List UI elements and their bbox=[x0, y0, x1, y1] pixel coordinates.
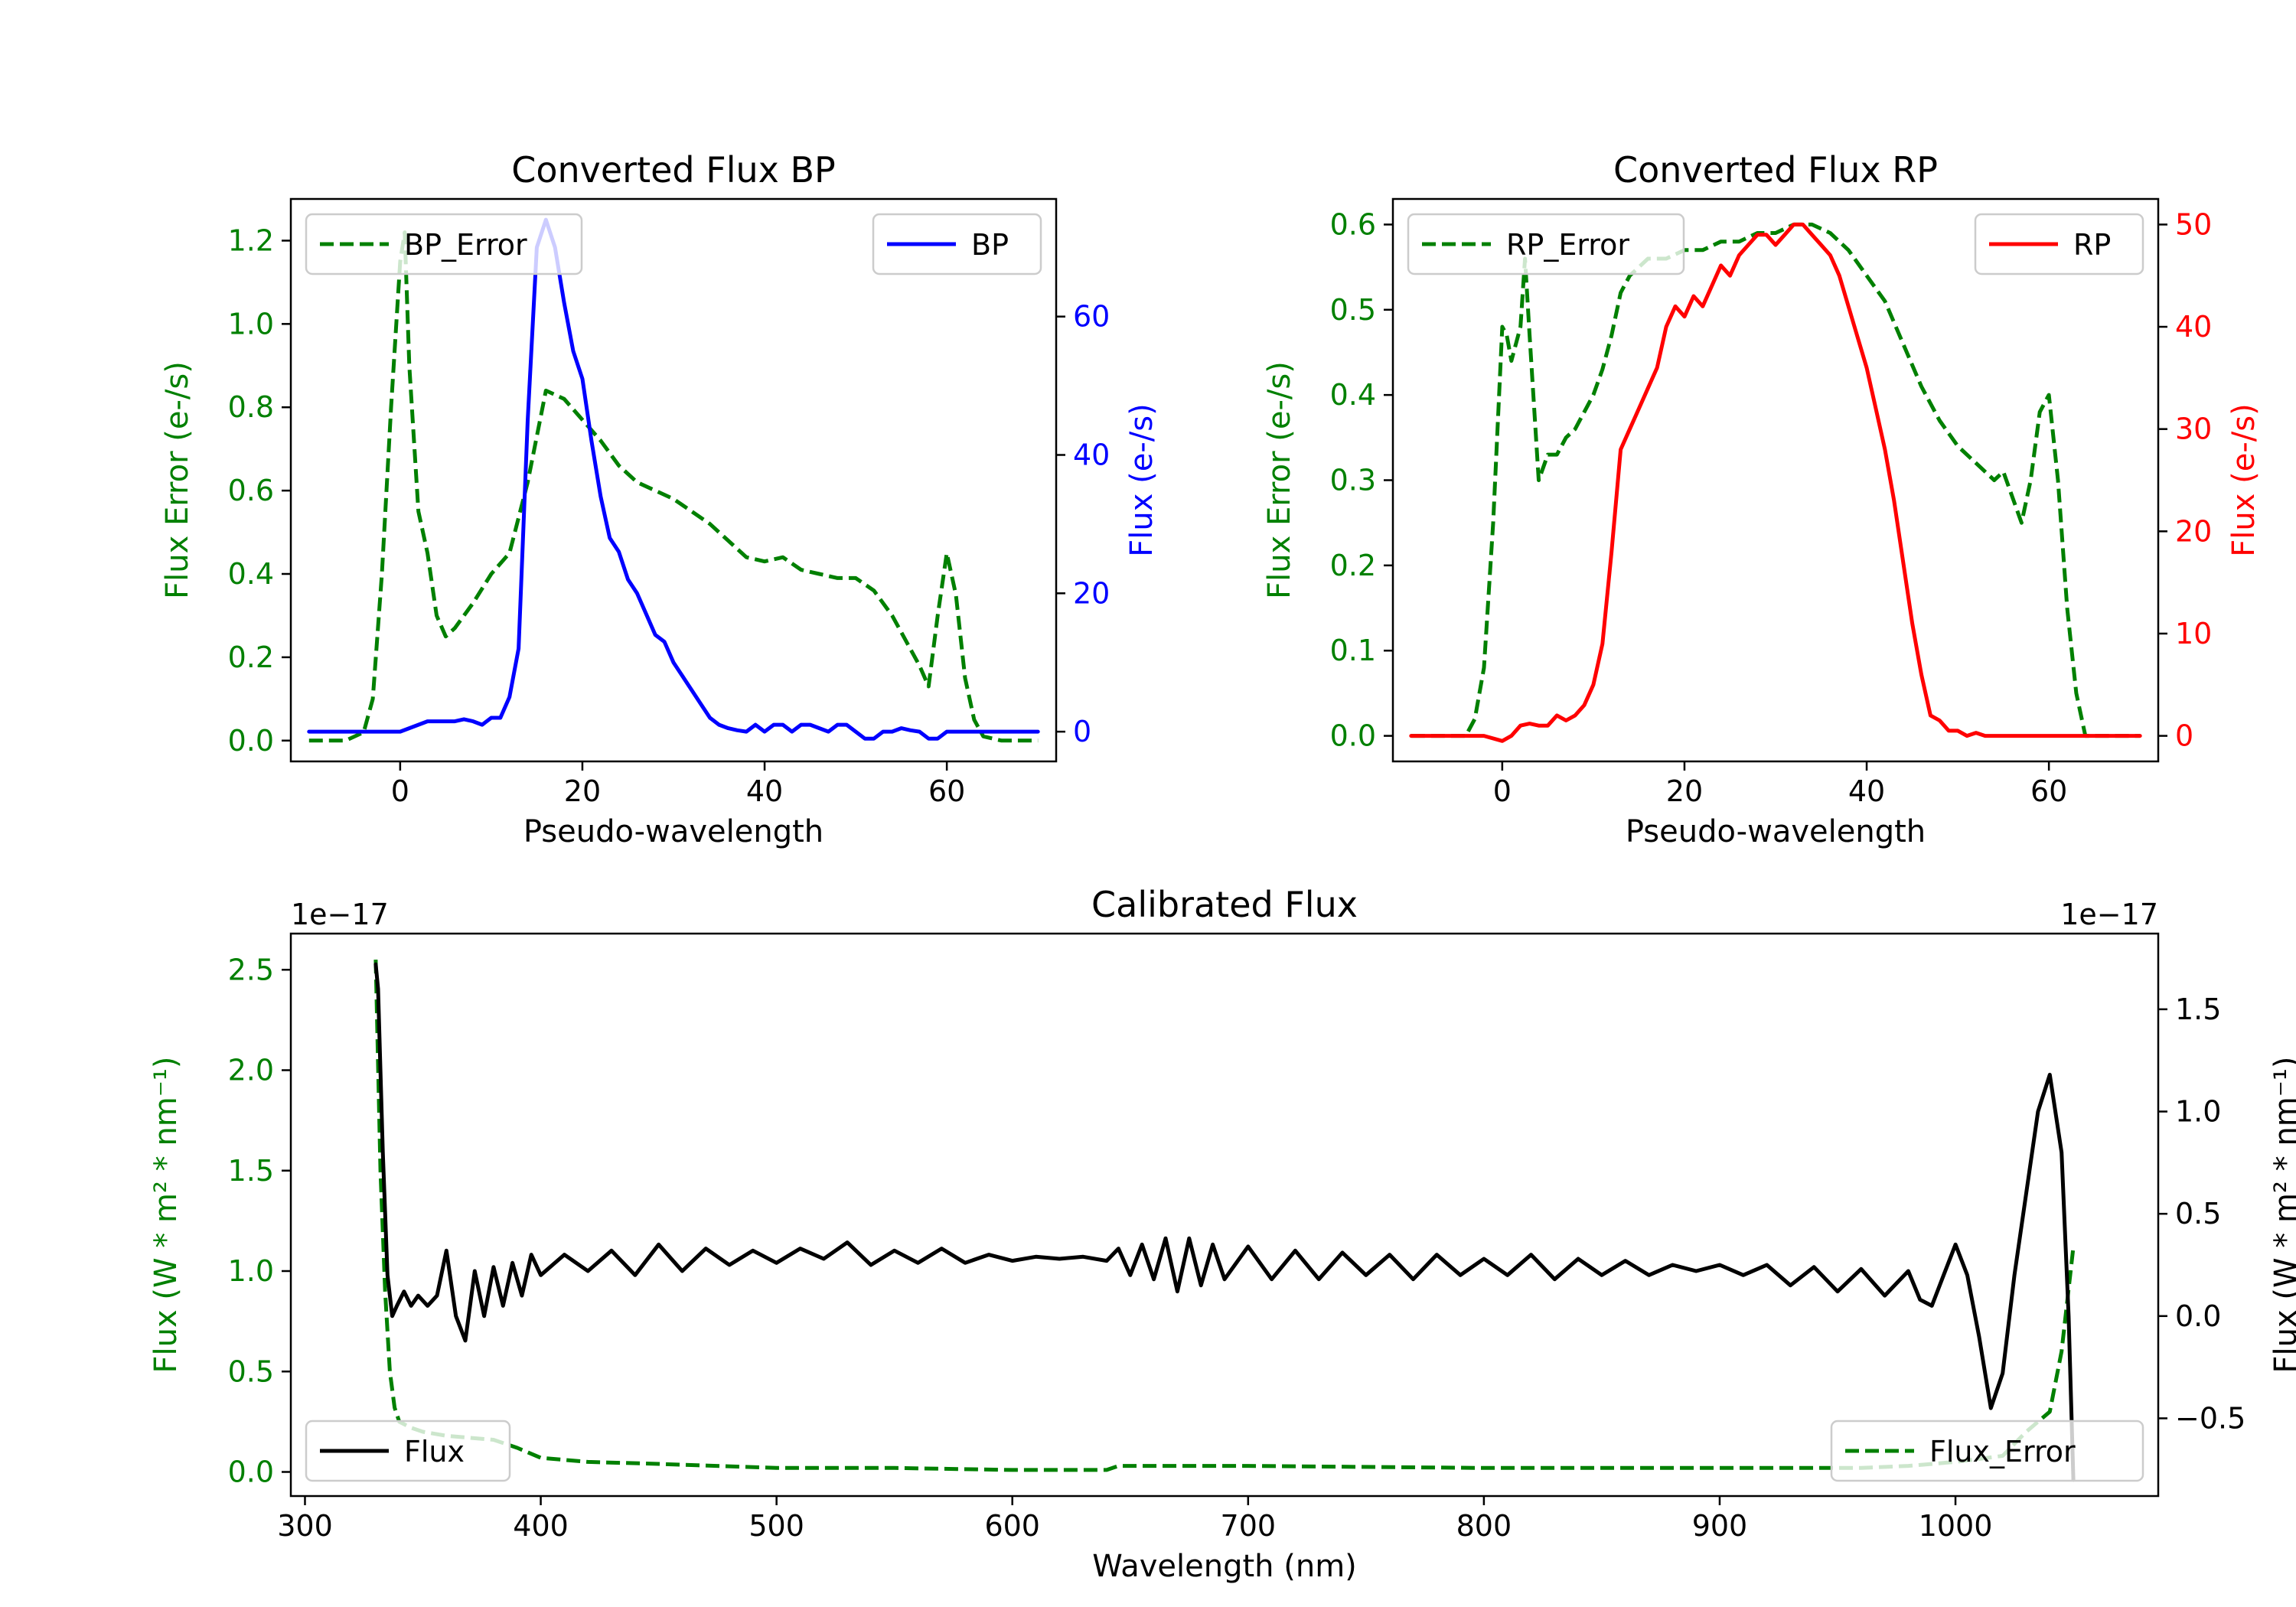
y-left-tick-label: 0.3 bbox=[1330, 464, 1376, 497]
series-line-rp-error bbox=[1411, 222, 2141, 738]
y-right-tick-label: 0 bbox=[2175, 719, 2193, 753]
legend-label: RP bbox=[2073, 228, 2111, 262]
y-right-tick-label: 1.5 bbox=[2175, 993, 2221, 1026]
x-tick-label: 900 bbox=[1692, 1509, 1748, 1543]
y-left-tick-label: 0.4 bbox=[1330, 378, 1376, 412]
y-left-tick-label: 2.5 bbox=[228, 953, 274, 986]
y-left-tick-label: 0.5 bbox=[1330, 293, 1376, 327]
legend-flux: Flux bbox=[305, 1420, 511, 1482]
y-right-tick-label: 1.0 bbox=[2175, 1095, 2221, 1129]
y-left-tick-label: 1.5 bbox=[228, 1154, 274, 1188]
chart-bp: Converted Flux BP 0 20 40 60 0.0 0.2 0.4 0.6 0.8 1… bbox=[160, 149, 1159, 849]
y-left-tick-label: 0.8 bbox=[228, 390, 274, 424]
y-right-axis-title: Flux (e-/s) bbox=[2226, 403, 2262, 556]
x-tick-label: 700 bbox=[1221, 1509, 1277, 1543]
plot-frame bbox=[289, 932, 2160, 1498]
x-tick-label: 60 bbox=[928, 774, 965, 808]
x-tick-label: 1000 bbox=[1919, 1509, 1993, 1543]
legend-box bbox=[305, 213, 583, 275]
legend-box bbox=[1974, 213, 2144, 275]
y-left-offset-label: 1e−17 bbox=[291, 898, 389, 931]
plot-frame bbox=[289, 197, 1058, 763]
x-tick-label: 0 bbox=[1493, 774, 1512, 808]
y-right-tick-label: 40 bbox=[2175, 310, 2212, 344]
y-right-tick-label: 0.5 bbox=[2175, 1197, 2221, 1231]
legend-label: BP_Error bbox=[404, 228, 527, 262]
y-left-tick-label: 0.0 bbox=[1330, 719, 1376, 753]
x-tick-label: 40 bbox=[746, 774, 783, 808]
x-tick-label: 20 bbox=[1666, 774, 1703, 808]
series-line-flux bbox=[373, 962, 2076, 1482]
y-left-tick-label: 0.2 bbox=[228, 641, 274, 674]
y-right-tick-label: 0 bbox=[1073, 715, 1091, 748]
chart-title: Converted Flux BP bbox=[511, 149, 836, 191]
y-left-tick-label: 1.0 bbox=[228, 1254, 274, 1288]
x-tick-label: 60 bbox=[2030, 774, 2067, 808]
y-left-tick-label: 0.6 bbox=[228, 474, 274, 507]
chart-calibrated: Calibrated Flux 300 400 500 600 700 800 900 1000… bbox=[148, 884, 2296, 1584]
x-tick-label: 300 bbox=[277, 1509, 333, 1543]
legend-bp-error: BP_Error bbox=[305, 213, 583, 275]
y-left-axis-title: Flux Error (e-/s) bbox=[160, 361, 195, 599]
y-right-tick-label: 20 bbox=[2175, 514, 2212, 548]
y-left-tick-label: 0.2 bbox=[1330, 549, 1376, 582]
legend-bp: BP bbox=[872, 213, 1042, 275]
y-right-tick-label: 50 bbox=[2175, 207, 2212, 241]
chart-title: Calibrated Flux bbox=[1091, 884, 1358, 925]
y-left-axis-title: Flux Error (e-/s) bbox=[1262, 361, 1297, 599]
y-right-tick-label: 10 bbox=[2175, 617, 2212, 650]
legend-box bbox=[305, 1420, 511, 1482]
y-right-tick-label: 60 bbox=[1073, 300, 1110, 334]
y-left-tick-label: 0.0 bbox=[228, 1455, 274, 1489]
y-left-tick-label: 0.4 bbox=[228, 557, 274, 591]
chart-rp: Converted Flux RP 0 20 40 60 0.0 0.1 0.2 0.3 0.4 0… bbox=[1262, 149, 2262, 849]
legend-box bbox=[1830, 1420, 2144, 1482]
y-right-axis-title: Flux (W * m² * nm⁻¹) bbox=[2268, 1057, 2296, 1374]
legend-label: BP bbox=[971, 228, 1009, 262]
chart-title: Converted Flux RP bbox=[1613, 149, 1938, 191]
x-tick-label: 600 bbox=[984, 1509, 1040, 1543]
y-left-tick-label: 0.6 bbox=[1330, 207, 1376, 241]
legend-label: RP_Error bbox=[1506, 228, 1629, 262]
y-right-tick-label: 40 bbox=[1073, 438, 1110, 472]
y-left-tick-label: 0.1 bbox=[1330, 634, 1376, 667]
series-line-bp-error bbox=[308, 230, 1039, 743]
legend-label: Flux_Error bbox=[1929, 1435, 2076, 1468]
x-tick-label: 400 bbox=[513, 1509, 569, 1543]
y-left-tick-label: 1.0 bbox=[228, 307, 274, 341]
x-tick-label: 20 bbox=[564, 774, 601, 808]
x-axis-title: Wavelength (nm) bbox=[1092, 1549, 1357, 1584]
legend-flux-error: Flux_Error bbox=[1830, 1420, 2144, 1482]
x-tick-label: 40 bbox=[1848, 774, 1885, 808]
legend-rp: RP bbox=[1974, 213, 2144, 275]
y-right-tick-label: 0.0 bbox=[2175, 1299, 2221, 1333]
series-line-bp bbox=[307, 217, 1040, 741]
y-right-offset-label: 1e−17 bbox=[2060, 898, 2158, 931]
legend-label: Flux bbox=[404, 1435, 465, 1468]
y-left-tick-label: 0.5 bbox=[228, 1354, 274, 1388]
y-left-axis-title: Flux (W * m² * nm⁻¹) bbox=[148, 1057, 184, 1374]
legend-box bbox=[1407, 213, 1685, 275]
y-left-tick-label: 1.2 bbox=[228, 223, 274, 257]
y-right-tick-label: 20 bbox=[1073, 576, 1110, 610]
y-left-tick-label: 2.0 bbox=[228, 1054, 274, 1087]
legend-rp-error: RP_Error bbox=[1407, 213, 1685, 275]
y-right-tick-label: −0.5 bbox=[2175, 1401, 2245, 1435]
y-right-tick-label: 30 bbox=[2175, 412, 2212, 446]
y-right-axis-title: Flux (e-/s) bbox=[1124, 403, 1159, 556]
x-tick-label: 500 bbox=[748, 1509, 804, 1543]
x-axis-title: Pseudo-wavelength bbox=[523, 814, 823, 849]
x-axis-title: Pseudo-wavelength bbox=[1626, 814, 1926, 849]
y-left-tick-label: 0.0 bbox=[228, 724, 274, 758]
series-line-rp bbox=[1409, 222, 2142, 743]
legend-box bbox=[872, 213, 1042, 275]
x-tick-label: 0 bbox=[391, 774, 409, 808]
x-tick-label: 800 bbox=[1456, 1509, 1512, 1543]
